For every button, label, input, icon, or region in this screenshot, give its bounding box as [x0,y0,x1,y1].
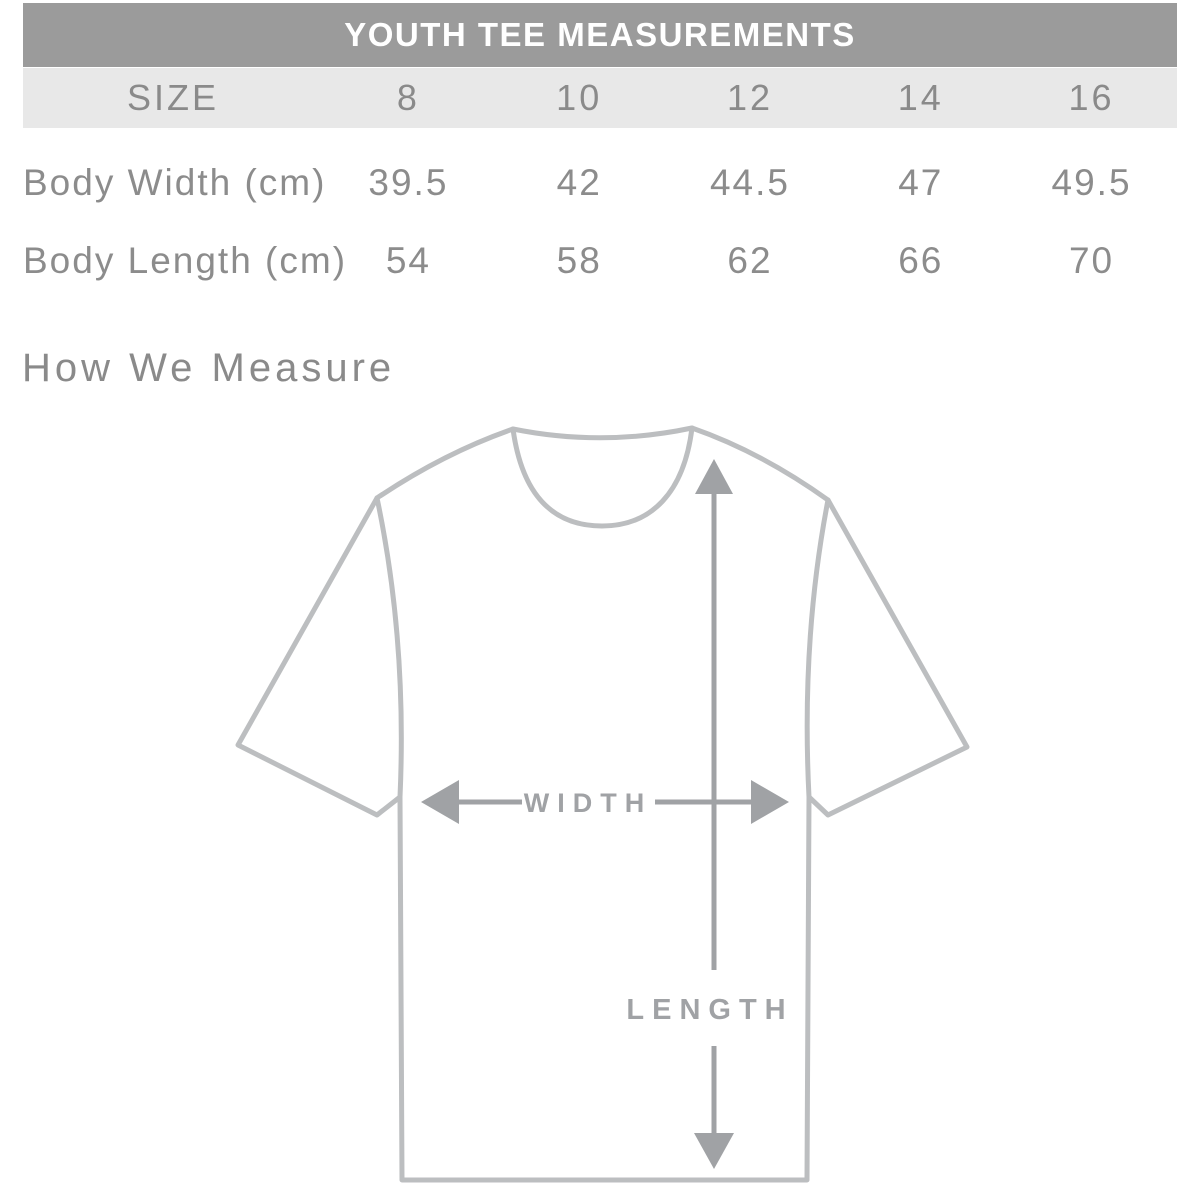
value-cell: 62 [727,240,773,281]
size-cell: 8 [396,77,420,118]
size-cell: 12 [726,77,773,118]
width-arrow-right-head-icon [751,780,789,824]
tshirt-neckline [510,425,695,529]
left-armhole-seam [374,495,404,800]
tshirt-outline-icon [235,425,970,1183]
how-we-measure-heading: How We Measure [22,346,396,390]
width-arrow [421,780,789,824]
youth-tee-measurements-table: YOUTH TEE MEASUREMENTS SIZE 8 10 12 14 1… [23,3,1177,284]
value-cell: 70 [1068,240,1115,281]
value-cell: 58 [556,240,602,281]
row-label: Body Width (cm) [23,162,327,203]
length-label: LENGTH [626,994,793,1026]
value-cell: 44.5 [709,162,790,203]
size-cell: 14 [897,77,944,118]
value-cell: 54 [385,240,431,281]
right-armhole-seam [804,497,831,800]
size-header-row: SIZE 8 10 12 14 16 [23,68,1177,128]
length-arrow-down-head-icon [694,1133,734,1169]
size-cell: 10 [556,77,603,118]
length-arrow-up-head-icon [695,459,733,494]
table-title: YOUTH TEE MEASUREMENTS [344,16,856,53]
body-width-row: Body Width (cm) 39.5 42 44.5 47 49.5 [23,128,1177,238]
value-cell: 39.5 [368,162,449,203]
value-cell: 47 [898,162,944,203]
length-arrow [694,459,734,1169]
table-title-bar: YOUTH TEE MEASUREMENTS [23,3,1177,67]
value-cell: 42 [556,162,602,203]
width-label: WIDTH [524,788,652,818]
body-length-row: Body Length (cm) 54 58 62 66 70 [23,238,1177,284]
value-cell: 66 [898,240,944,281]
value-cell: 49.5 [1051,162,1132,203]
size-row-label: SIZE [127,77,220,118]
width-arrow-left-head-icon [421,780,459,824]
size-cell: 16 [1068,77,1115,118]
row-label: Body Length (cm) [23,240,348,281]
